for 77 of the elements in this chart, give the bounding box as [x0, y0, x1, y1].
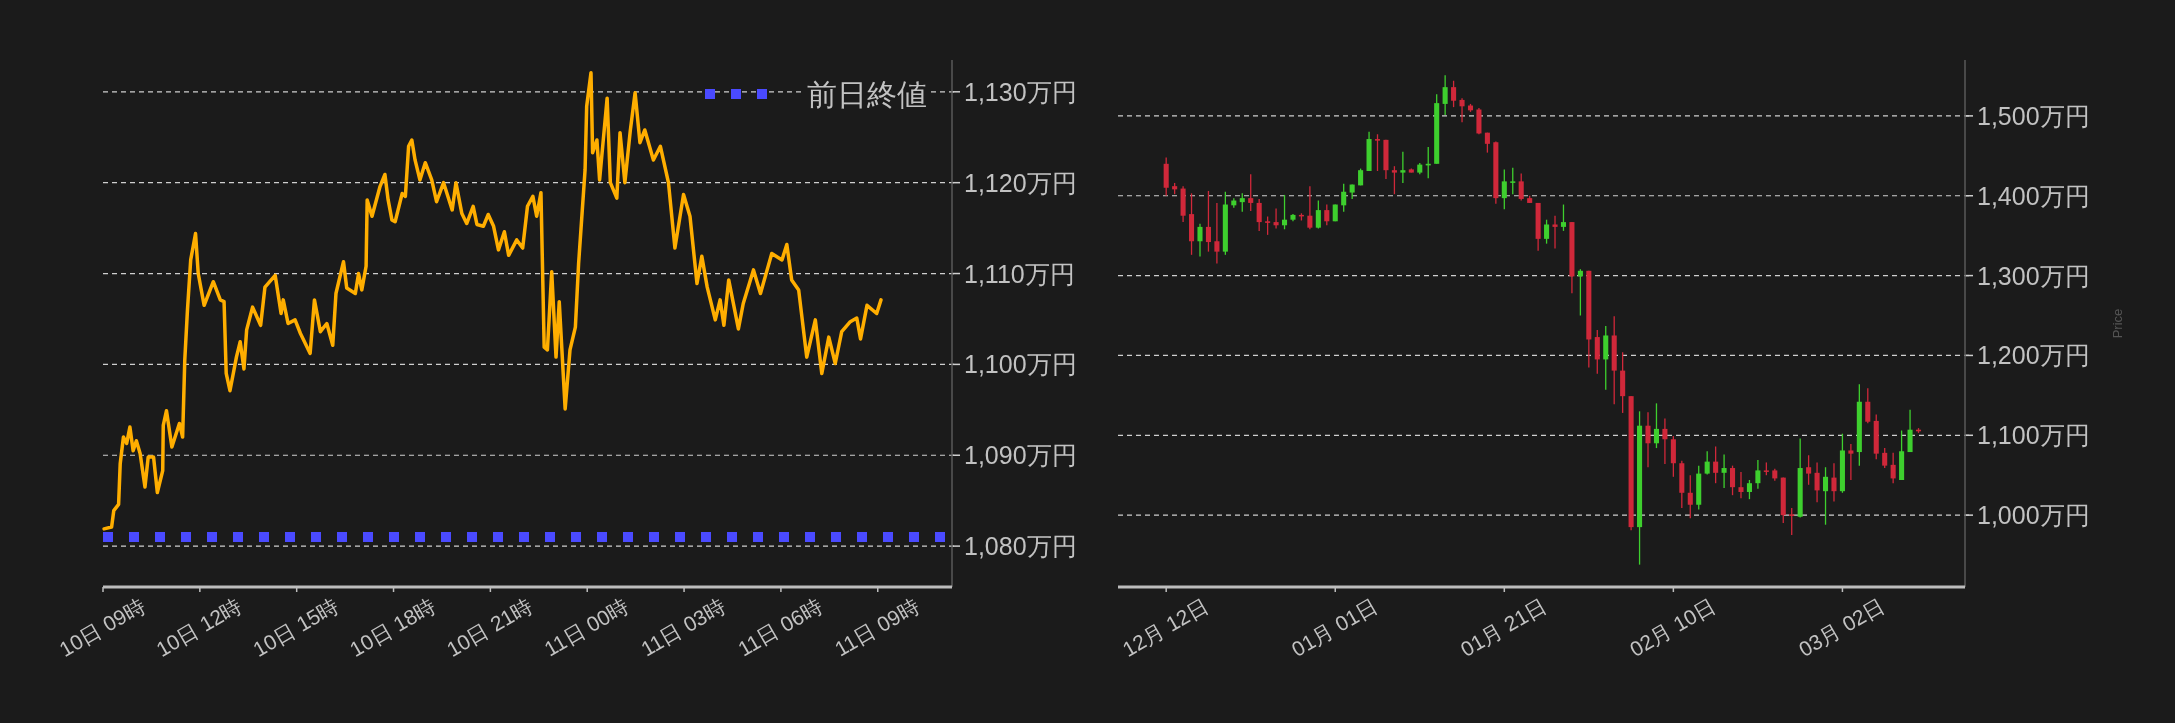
candlestick	[1730, 464, 1736, 496]
candlestick	[1603, 325, 1609, 391]
x-tick-label: 02月 10日	[1625, 593, 1720, 661]
candlestick	[1662, 417, 1668, 465]
candlestick	[1163, 156, 1169, 197]
candlestick	[1822, 466, 1829, 526]
y-tick-label: 1,300万円	[1977, 261, 2090, 290]
y-tick-label: 1,000万円	[1977, 501, 2090, 530]
candlestick	[1205, 190, 1211, 253]
candlestick	[1265, 215, 1271, 236]
candlestick	[1713, 445, 1719, 484]
candlestick	[1510, 167, 1516, 195]
candlestick	[1746, 479, 1752, 500]
candlestick	[1476, 107, 1482, 135]
candlestick	[1239, 192, 1245, 213]
candlestick	[1789, 507, 1795, 536]
candlestick	[1442, 74, 1448, 116]
candlestick	[1907, 409, 1913, 453]
candlestick	[1197, 223, 1203, 258]
x-tick-label: 11日 09時	[830, 594, 923, 661]
y-tick-label: 1,500万円	[1977, 101, 2090, 130]
y-tick-label: 1,400万円	[1977, 181, 2090, 210]
candlestick	[1806, 454, 1812, 486]
x-tick-label: 10日 15時	[249, 593, 343, 661]
candlestick	[1882, 447, 1888, 469]
candlestick	[1653, 402, 1659, 449]
x-tick-label: 01月 01日	[1287, 593, 1381, 661]
x-tick-label: 11日 00時	[540, 594, 633, 661]
candlestick	[1848, 443, 1854, 481]
candlestick	[1552, 215, 1558, 250]
candlestick	[1459, 97, 1465, 123]
y-tick-label: 1,100万円	[1977, 421, 2090, 450]
candlestick	[1814, 461, 1820, 504]
x-tick-label: 01月 21日	[1456, 593, 1551, 661]
candlestick	[1248, 173, 1254, 212]
y-tick-label: 1,120万円	[964, 168, 1077, 197]
y-tick-label: 1,080万円	[964, 532, 1077, 561]
candlestick	[1865, 387, 1871, 424]
legend-label: 前日終値	[807, 78, 927, 111]
y-axis-title: Price	[2110, 308, 2125, 339]
candlestick	[1391, 165, 1397, 195]
candlestick	[1738, 471, 1744, 500]
candlestick	[1307, 185, 1313, 230]
candlestick	[1560, 203, 1567, 232]
candlestick	[1721, 453, 1727, 489]
candlestick	[1451, 80, 1457, 108]
candlestick	[1214, 202, 1220, 265]
candlestick	[1890, 452, 1896, 484]
x-tick-label: 10日 12時	[152, 593, 246, 661]
candlestick	[1315, 199, 1321, 230]
y-tick-label: 1,200万円	[1977, 341, 2090, 370]
x-tick-label: 10日 21時	[442, 593, 537, 661]
x-tick-label: 10日 09時	[55, 593, 149, 661]
candlestick	[1831, 462, 1837, 503]
candlestick	[1324, 203, 1330, 226]
x-tick-label: 11日 03時	[637, 594, 730, 661]
candlestick	[1518, 172, 1524, 202]
candlestick	[1501, 168, 1507, 210]
x-tick-label: 12月 12日	[1118, 593, 1212, 661]
candlestick	[1273, 207, 1279, 230]
y-tick-label: 1,100万円	[964, 350, 1077, 379]
candlestick	[1755, 459, 1761, 490]
candlestick	[1687, 474, 1693, 519]
candlestick	[1670, 435, 1676, 478]
candlestick	[1594, 329, 1600, 375]
x-tick-label: 03月 02日	[1794, 593, 1889, 661]
candlestick	[1374, 133, 1381, 172]
x-tick-label: 11日 06時	[733, 594, 826, 661]
candlestick	[1645, 411, 1651, 468]
y-tick-label: 1,090万円	[964, 441, 1077, 470]
x-tick-label: 10日 18時	[345, 593, 440, 661]
y-tick-label: 1,130万円	[964, 77, 1077, 106]
candlestick	[1544, 219, 1550, 245]
y-tick-label: 1,110万円	[964, 259, 1075, 288]
candlestick	[1341, 183, 1347, 213]
candlestick	[1256, 198, 1262, 232]
candlestick	[1400, 151, 1406, 184]
